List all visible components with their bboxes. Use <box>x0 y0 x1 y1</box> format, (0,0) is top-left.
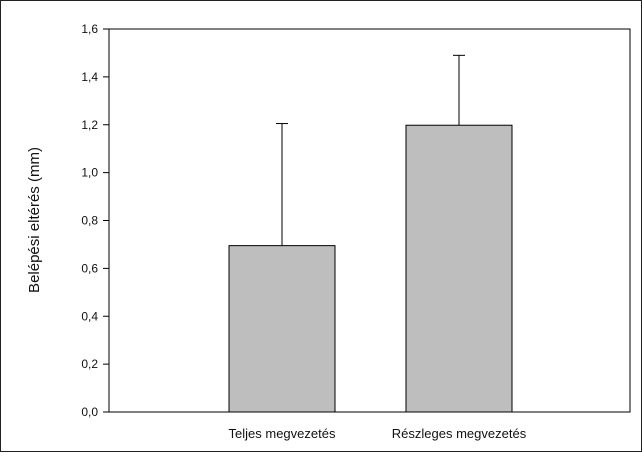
y-axis: 0,0 0,2 0,4 0,6 0,8 1,0 1,2 1,4 1,6 <box>81 22 109 419</box>
y-tick-label: 0,6 <box>81 261 98 275</box>
y-tick-label: 0,4 <box>81 309 98 323</box>
y-tick-label: 1,2 <box>81 118 98 132</box>
x-category-label: Teljes megvezetés <box>229 426 336 441</box>
bar <box>405 124 513 413</box>
y-tick-label: 1,6 <box>81 22 98 36</box>
plot-area <box>108 28 631 413</box>
y-tick-label: 0,2 <box>81 357 98 371</box>
x-axis: Teljes megvezetés Részleges megvezetés <box>229 426 527 441</box>
y-tick-label: 0,0 <box>81 405 98 419</box>
y-tick-label: 0,8 <box>81 214 98 228</box>
y-tick-label: 1,4 <box>81 70 98 84</box>
bars <box>228 124 513 413</box>
x-category-label: Részleges megvezetés <box>392 426 527 441</box>
error-bars <box>276 54 465 246</box>
y-axis-title: Belépési eltérés (mm) <box>26 147 43 293</box>
y-tick-label: 1,0 <box>81 166 98 180</box>
bar <box>228 245 336 413</box>
